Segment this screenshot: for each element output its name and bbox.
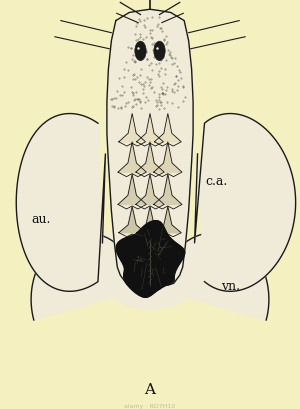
Polygon shape bbox=[195, 114, 296, 292]
Ellipse shape bbox=[154, 42, 165, 61]
Text: vn.: vn. bbox=[221, 279, 240, 292]
Polygon shape bbox=[107, 10, 193, 285]
Polygon shape bbox=[154, 175, 182, 205]
Polygon shape bbox=[119, 207, 146, 233]
Text: alamy - RD7H10: alamy - RD7H10 bbox=[124, 404, 176, 409]
Polygon shape bbox=[118, 142, 146, 173]
Polygon shape bbox=[136, 175, 164, 205]
Polygon shape bbox=[160, 233, 269, 320]
Polygon shape bbox=[94, 229, 205, 310]
Polygon shape bbox=[154, 142, 182, 173]
Text: A: A bbox=[145, 382, 155, 396]
Polygon shape bbox=[136, 142, 164, 173]
Polygon shape bbox=[136, 114, 164, 142]
Polygon shape bbox=[118, 175, 146, 205]
Polygon shape bbox=[154, 114, 181, 142]
Polygon shape bbox=[31, 233, 140, 320]
Text: c.a.: c.a. bbox=[205, 174, 227, 187]
Polygon shape bbox=[16, 114, 105, 292]
Polygon shape bbox=[136, 207, 164, 233]
Text: au.: au. bbox=[31, 213, 50, 225]
Ellipse shape bbox=[135, 42, 146, 61]
Polygon shape bbox=[119, 114, 146, 142]
Polygon shape bbox=[116, 221, 185, 298]
Polygon shape bbox=[154, 207, 181, 233]
